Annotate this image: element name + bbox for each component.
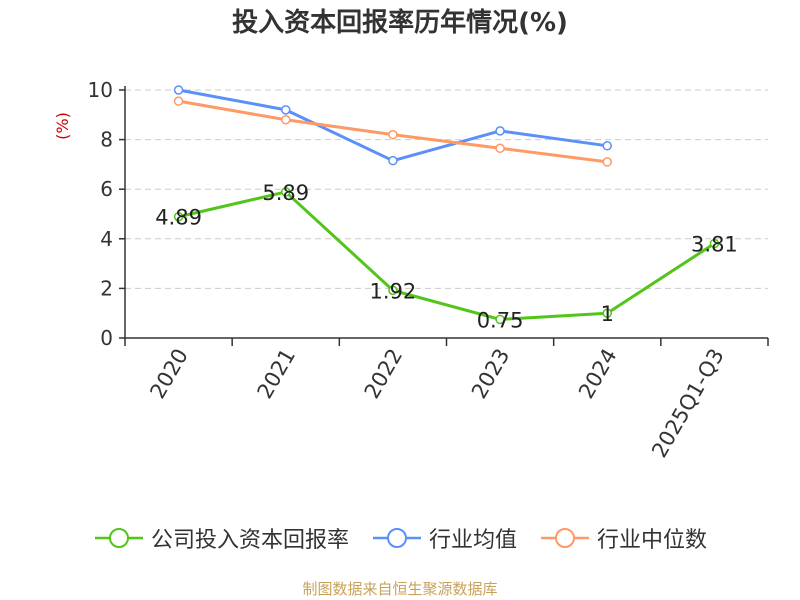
legend-item[interactable]: 公司投入资本回报率 [93,522,349,554]
data-label: 5.89 [262,181,309,205]
data-point [495,314,505,325]
legend-item[interactable]: 行业中位数 [539,522,707,554]
data-label: 4.89 [155,206,202,230]
y-tick-label: 2 [100,276,113,300]
data-point [173,211,184,222]
y-tick-label: 10 [88,78,113,102]
y-tick-label: 0 [100,326,113,350]
data-point [495,143,505,154]
legend-label: 行业均值 [428,528,517,553]
y-tick-label: 4 [100,227,113,251]
legend-swatch [94,528,143,548]
data-point [602,157,612,167]
legend-swatch [372,528,421,548]
legend-marker [386,528,407,548]
y-axis-label: (%) [53,112,72,140]
y-tick-label: 6 [100,177,113,201]
data-point [388,155,398,166]
x-tick-label: 2022 [360,345,408,403]
data-point [173,96,184,106]
legend-label: 公司投入资本回报率 [150,528,349,553]
series-line [178,190,716,321]
data-point [602,141,612,151]
legend-item[interactable]: 行业均值 [371,522,517,554]
data-point [388,129,398,140]
data-label: 3.81 [691,233,738,257]
legend-marker [555,528,575,548]
data-point [388,285,398,296]
x-tick-label: 2023 [467,345,515,403]
data-point [281,187,291,197]
legend: 公司投入资本回报率 行业均值 行业中位数 [0,518,800,558]
data-point [281,105,291,115]
x-tick-label: 2020 [145,345,193,403]
chart-title: 投入资本回报率历年情况(%) [232,8,568,38]
data-label: 1 [601,302,614,326]
x-tick-label: 2024 [574,345,622,403]
data-point [602,308,612,318]
legend-marker [108,528,129,548]
legend-swatch [541,528,589,548]
source-note: 制图数据来自恒生聚源数据库 [302,580,498,598]
data-point [709,238,720,249]
x-tick-label: 2025Q1-Q3 [647,345,729,462]
data-point [281,115,291,125]
data-point [495,126,505,136]
data-label: 0.75 [477,308,524,332]
legend-label: 行业中位数 [597,528,708,553]
series-line [178,88,608,163]
data-label: 1.92 [370,279,417,303]
y-tick-label: 8 [100,128,113,152]
data-point [173,85,184,95]
x-tick-label: 2021 [253,345,301,403]
